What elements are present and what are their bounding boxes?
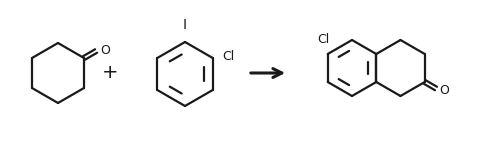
- Text: Cl: Cl: [223, 49, 235, 62]
- Text: I: I: [183, 18, 187, 32]
- Text: O: O: [439, 84, 449, 97]
- Text: Cl: Cl: [318, 33, 330, 46]
- Text: O: O: [100, 44, 110, 57]
- Text: +: +: [102, 64, 118, 82]
